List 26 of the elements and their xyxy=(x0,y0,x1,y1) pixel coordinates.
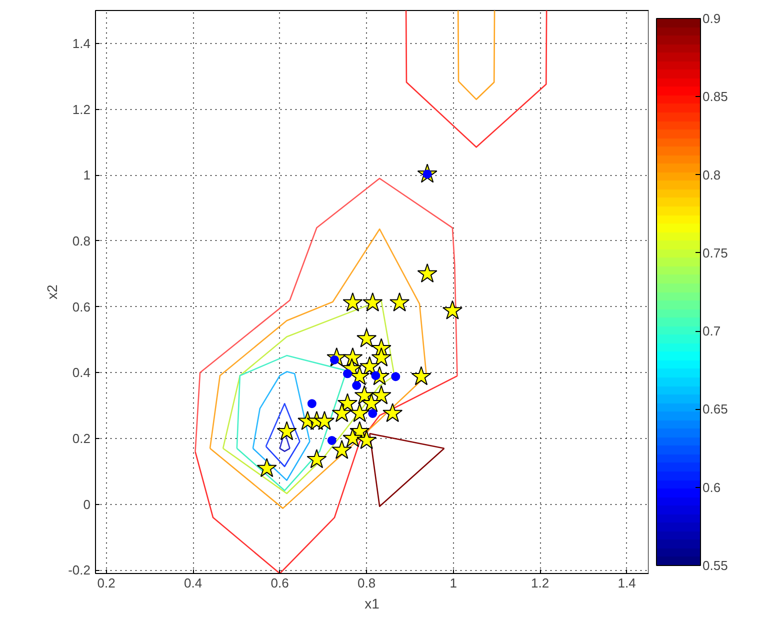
x-tick-label: 0.6 xyxy=(270,576,289,590)
y-tick-label: 1.4 xyxy=(72,36,91,51)
x-tick-label: 1.4 xyxy=(618,576,636,590)
y-tick-label: 0.4 xyxy=(72,365,91,380)
x-tick-label: 0.8 xyxy=(358,576,376,590)
y-tick-label: 1 xyxy=(83,168,91,183)
color-bar-label: 0.9 xyxy=(702,11,721,26)
color-bar-label: 0.8 xyxy=(702,167,721,182)
color-bar-label: 0.6 xyxy=(702,480,721,495)
color-bar-label: 0.7 xyxy=(702,324,721,339)
x-tick-label: 1 xyxy=(450,576,457,590)
y-tick-label: 0.2 xyxy=(72,431,91,446)
y-tick-label: 0 xyxy=(83,496,91,512)
x-tick-label: 0.4 xyxy=(184,576,202,590)
color-bar-label: 0.85 xyxy=(702,89,728,104)
color-bar-label: 0.55 xyxy=(702,558,728,573)
x-tick-label: 1.2 xyxy=(531,576,550,590)
y-tick-label: 0.6 xyxy=(72,299,91,314)
x-axis-title: x1 xyxy=(364,596,380,612)
y-axis-title: x2 xyxy=(44,284,60,300)
color-bar-label: 0.75 xyxy=(702,245,728,260)
y-tick-label: 1.2 xyxy=(72,102,91,117)
x-tick-label: 0.2 xyxy=(97,576,116,590)
color-bar-label: 0.65 xyxy=(702,402,728,417)
y-tick-label: 0.8 xyxy=(72,233,91,248)
y-tick-label: -0.2 xyxy=(68,562,91,578)
